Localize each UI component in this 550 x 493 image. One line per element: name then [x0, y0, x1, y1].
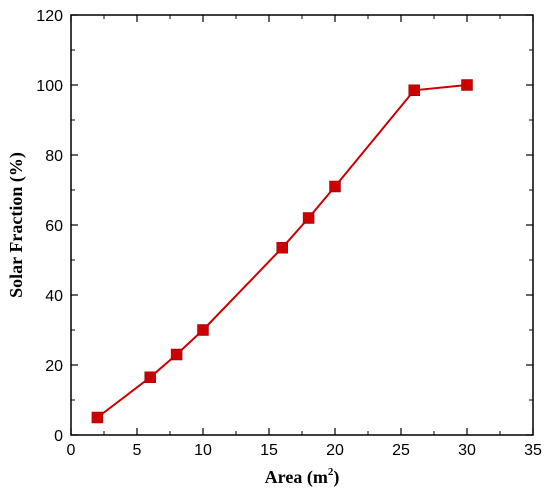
data-point-marker	[461, 79, 473, 91]
x-tick-label: 25	[392, 442, 410, 459]
x-tick-label: 5	[133, 442, 142, 459]
y-tick-label: 40	[45, 288, 63, 305]
x-tick-label: 15	[260, 442, 278, 459]
data-point-marker	[302, 212, 315, 224]
x-tick-label: 35	[524, 442, 542, 459]
data-point-marker	[170, 348, 183, 361]
data-point-marker	[276, 242, 288, 254]
y-tick-label: 80	[45, 148, 63, 165]
tick-labels: 0 5 10 15 20 25 30 35 0 20 40 60 80 100 120	[36, 8, 542, 459]
x-tick-label: 0	[67, 442, 76, 459]
series-layer	[91, 79, 473, 424]
data-point-marker	[197, 324, 209, 336]
y-tick-label: 20	[45, 358, 63, 375]
data-point-marker	[144, 371, 156, 383]
x-tick-label: 20	[326, 442, 344, 459]
x-axis-title: Area (m2)	[265, 466, 340, 488]
y-tick-label: 100	[36, 78, 63, 95]
y-tick-label: 60	[45, 218, 63, 235]
data-point-marker	[329, 180, 341, 193]
axes	[70, 14, 534, 436]
y-tick-label: 120	[36, 8, 63, 25]
data-point-marker	[91, 411, 104, 424]
x-tick-label: 30	[458, 442, 476, 459]
data-point-marker	[408, 84, 420, 96]
x-tick-label: 10	[194, 442, 212, 459]
y-tick-label: 0	[54, 428, 63, 445]
y-axis-title: Solar Fraction (%)	[6, 152, 27, 298]
